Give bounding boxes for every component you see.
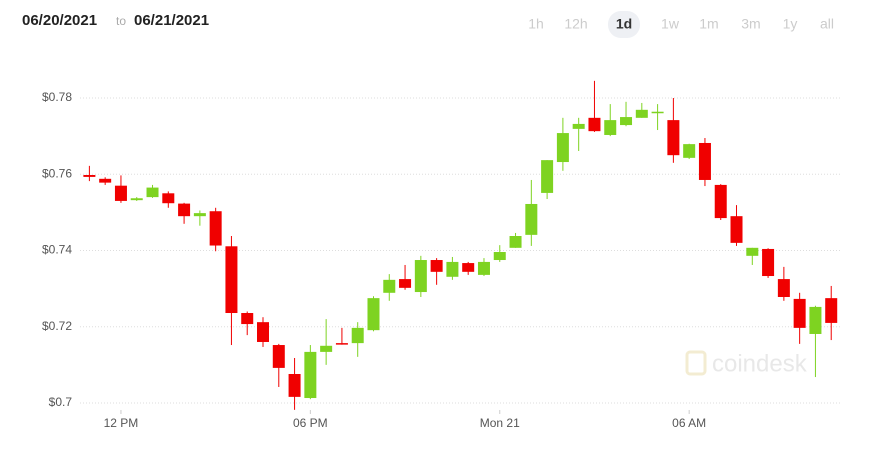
y-tick-label: $0.78	[42, 90, 72, 104]
candle-body	[383, 279, 396, 293]
range-button[interactable]: all	[820, 16, 834, 32]
candle-body	[746, 247, 759, 256]
range-button[interactable]: 1w	[661, 16, 680, 32]
x-tick-label: 06 PM	[293, 416, 328, 430]
candle-body	[730, 216, 743, 243]
candle-body	[477, 261, 490, 275]
candle-body	[209, 211, 222, 246]
candle-body	[651, 111, 664, 114]
candle-body	[525, 203, 538, 235]
watermark-logo	[685, 350, 707, 376]
candle-body	[635, 109, 648, 118]
range-button[interactable]: 1h	[528, 16, 544, 32]
candle-body	[493, 252, 506, 261]
watermark: coindesk	[712, 350, 808, 377]
candle-body	[620, 117, 633, 126]
candle-body	[272, 345, 285, 368]
candle-body	[762, 248, 775, 277]
candle-body	[714, 184, 727, 219]
candle-body	[556, 133, 569, 163]
candle-body	[541, 160, 554, 193]
candle-body	[130, 198, 143, 201]
candle-body	[225, 246, 238, 314]
candle-body	[83, 175, 96, 177]
candle-body	[335, 343, 348, 345]
range-button[interactable]: 1y	[783, 16, 798, 32]
range-button[interactable]: 1m	[699, 16, 718, 32]
date-to-word: to	[116, 14, 126, 28]
candle-body	[572, 123, 585, 129]
candle-body	[351, 327, 364, 344]
candle-body	[809, 306, 822, 334]
y-tick-label: $0.72	[42, 319, 72, 333]
candle-body	[509, 236, 522, 248]
candle-body	[162, 193, 175, 204]
candle-body	[257, 322, 270, 342]
candle-body	[604, 120, 617, 135]
candle-body	[414, 260, 427, 293]
candle-body	[114, 185, 127, 201]
candle-body	[304, 351, 317, 399]
candle-body	[446, 261, 459, 277]
range-button[interactable]: 1d	[616, 16, 632, 32]
candle-body	[588, 117, 601, 132]
candle-body	[793, 298, 806, 328]
candle-body	[193, 213, 206, 217]
candle-body	[462, 263, 475, 272]
candle-body	[367, 298, 380, 331]
candle-body	[825, 298, 838, 323]
candle-body	[667, 120, 680, 156]
y-tick-label: $0.76	[42, 166, 72, 180]
y-tick-label: $0.7	[49, 395, 73, 409]
date-to: 06/21/2021	[134, 12, 209, 29]
candle-body	[99, 178, 112, 183]
candle-body	[241, 313, 254, 325]
y-tick-label: $0.74	[42, 243, 72, 257]
candle-body	[178, 203, 191, 217]
range-button[interactable]: 12h	[564, 16, 587, 32]
candle-body	[320, 345, 333, 352]
x-tick-label: 12 PM	[104, 416, 139, 430]
candle-body	[683, 144, 696, 158]
candle-body	[698, 142, 711, 180]
candle-body	[288, 374, 301, 397]
range-active-bg	[608, 11, 640, 38]
candle-body	[777, 279, 790, 297]
x-tick-label: 06 AM	[672, 416, 706, 430]
candle-body	[146, 187, 159, 198]
date-from: 06/20/2021	[22, 12, 97, 29]
candle-body	[399, 279, 412, 288]
x-tick-label: Mon 21	[480, 416, 520, 430]
range-button[interactable]: 3m	[741, 16, 760, 32]
candle-body	[430, 260, 443, 272]
